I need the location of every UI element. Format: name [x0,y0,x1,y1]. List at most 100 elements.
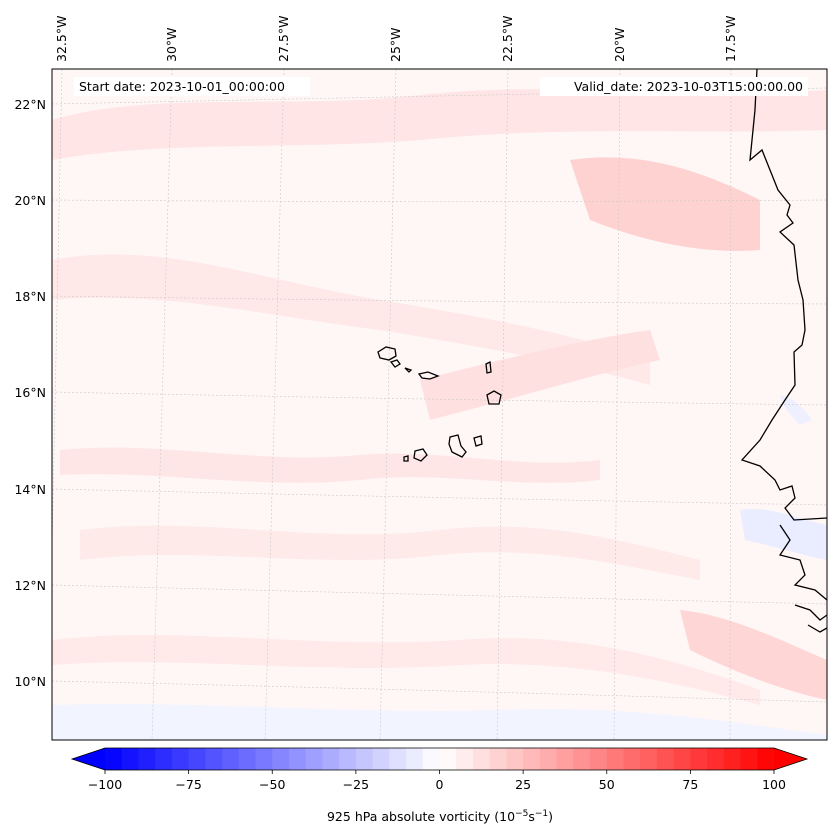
colorbar-segment [740,748,758,770]
colorbar-extend-low [72,748,105,770]
colorbar-label: 925 hPa absolute vorticity (10−5s−1) [327,809,553,824]
colorbar-segment [723,748,742,770]
lat-label: 22°N [14,97,46,112]
island-brava [403,455,409,462]
lat-label: 20°N [14,193,46,208]
vorticity-band-negative [52,703,827,740]
vorticity-band-positive [570,157,760,251]
colorbar: −100 −75 −50 −25 0 25 50 75 100 925 hPa absolute… [70,747,809,824]
lon-label: 20°W [612,27,627,62]
colorbar-segment [489,748,507,770]
latitude-labels: 22°N 20°N 18°N 16°N 14°N 12°N 10°N [14,97,46,689]
colorbar-segment [288,748,307,770]
colorbar-segment [272,748,290,770]
colorbar-segment [339,748,357,770]
colorbar-segment [523,748,541,770]
colorbar-segment [757,748,775,770]
lat-label: 16°N [14,385,46,400]
island-fogo [413,448,428,462]
colorbar-tick-label: 75 [682,777,698,792]
island-maio [473,435,483,447]
colorbar-ticks: −100 −75 −50 −25 0 25 50 75 100 [88,770,786,792]
island-boa-vista [486,390,502,405]
island-sao-vicente [389,359,401,368]
colorbar-segment [255,748,273,770]
colorbar-segment [472,748,491,770]
colorbar-tick-label: 50 [599,777,615,792]
island-sal [485,360,492,374]
colorbar-segment [690,748,708,770]
island-santiago [448,434,467,458]
start-date-box [74,77,310,96]
island-santa-luzia [404,367,413,373]
colorbar-segment [322,748,340,770]
vorticity-field [52,89,827,740]
vorticity-band-positive [60,447,600,483]
colorbar-tick-label: 0 [436,777,444,792]
colorbar-segment [707,748,725,770]
colorbar-segment [640,748,658,770]
colorbar-segment [506,748,524,770]
colorbar-segment [138,748,156,770]
colorbar-tick-label: −100 [88,777,122,792]
colorbar-segment [439,748,457,770]
colorbar-segment [205,748,223,770]
vorticity-band-positive [80,525,700,580]
island-sao-nicolau [417,371,440,380]
valid-date-box [540,77,808,96]
vorticity-band-positive [420,330,660,420]
colorbar-segment [456,748,474,770]
colorbar-segment [171,748,190,770]
vorticity-band-positive [52,254,650,385]
valid-date-label: Valid_date: 2023-10-03T15:00:00.00 [574,79,803,94]
vorticity-band-positive [52,635,760,705]
colorbar-segment [590,748,608,770]
vorticity-band-negative [780,395,812,425]
lat-label: 10°N [14,674,46,689]
vorticity-band-negative [740,508,827,560]
colorbar-segment [389,748,407,770]
colorbar-segment [556,748,574,770]
colorbar-segment [155,748,173,770]
colorbar-segment [623,748,641,770]
vorticity-band-positive [680,610,827,700]
lon-label: 32.5°W [54,16,69,62]
colorbar-tick-label: −75 [175,777,201,792]
colorbar-tick-label: −50 [259,777,285,792]
colorbar-segment [188,748,206,770]
colorbar-segment [238,748,257,770]
lon-label: 25°W [388,27,403,62]
colorbar-segment [105,748,123,770]
colorbar-segment [673,748,691,770]
colorbar-tick-label: 25 [515,777,531,792]
colorbar-segment [656,748,675,770]
colorbar-segments [105,748,775,770]
colorbar-tick-label: −25 [343,777,369,792]
lat-label: 12°N [14,578,46,593]
lat-label: 14°N [14,482,46,497]
colorbar-tick-label: 100 [762,777,786,792]
lon-label: 30°W [164,27,179,62]
colorbar-segment [406,748,424,770]
africa-coastline [740,69,827,633]
colorbar-segment [355,748,374,770]
colorbar-segment [222,748,240,770]
colorbar-segment [539,748,558,770]
longitude-labels: 32.5°W 30°W 27.5°W 25°W 22.5°W 20°W 17.5… [54,16,738,62]
lon-label: 17.5°W [723,16,738,62]
map-frame [51,68,828,741]
island-santo-antao [377,346,397,361]
cape-verde-islands [377,346,502,462]
colorbar-segment [422,748,440,770]
lon-label: 27.5°W [276,16,291,62]
vorticity-band-positive [52,89,827,160]
lat-label: 18°N [14,289,46,304]
start-date-label: Start date: 2023-10-01_00:00:00 [79,79,285,94]
colorbar-segment [372,748,390,770]
map-panel: Start date: 2023-10-01_00:00:00 Valid_da… [52,69,827,740]
colorbar-extend-high [774,748,807,770]
colorbar-segment [121,748,139,770]
colorbar-segment [573,748,591,770]
colorbar-segment [606,748,624,770]
